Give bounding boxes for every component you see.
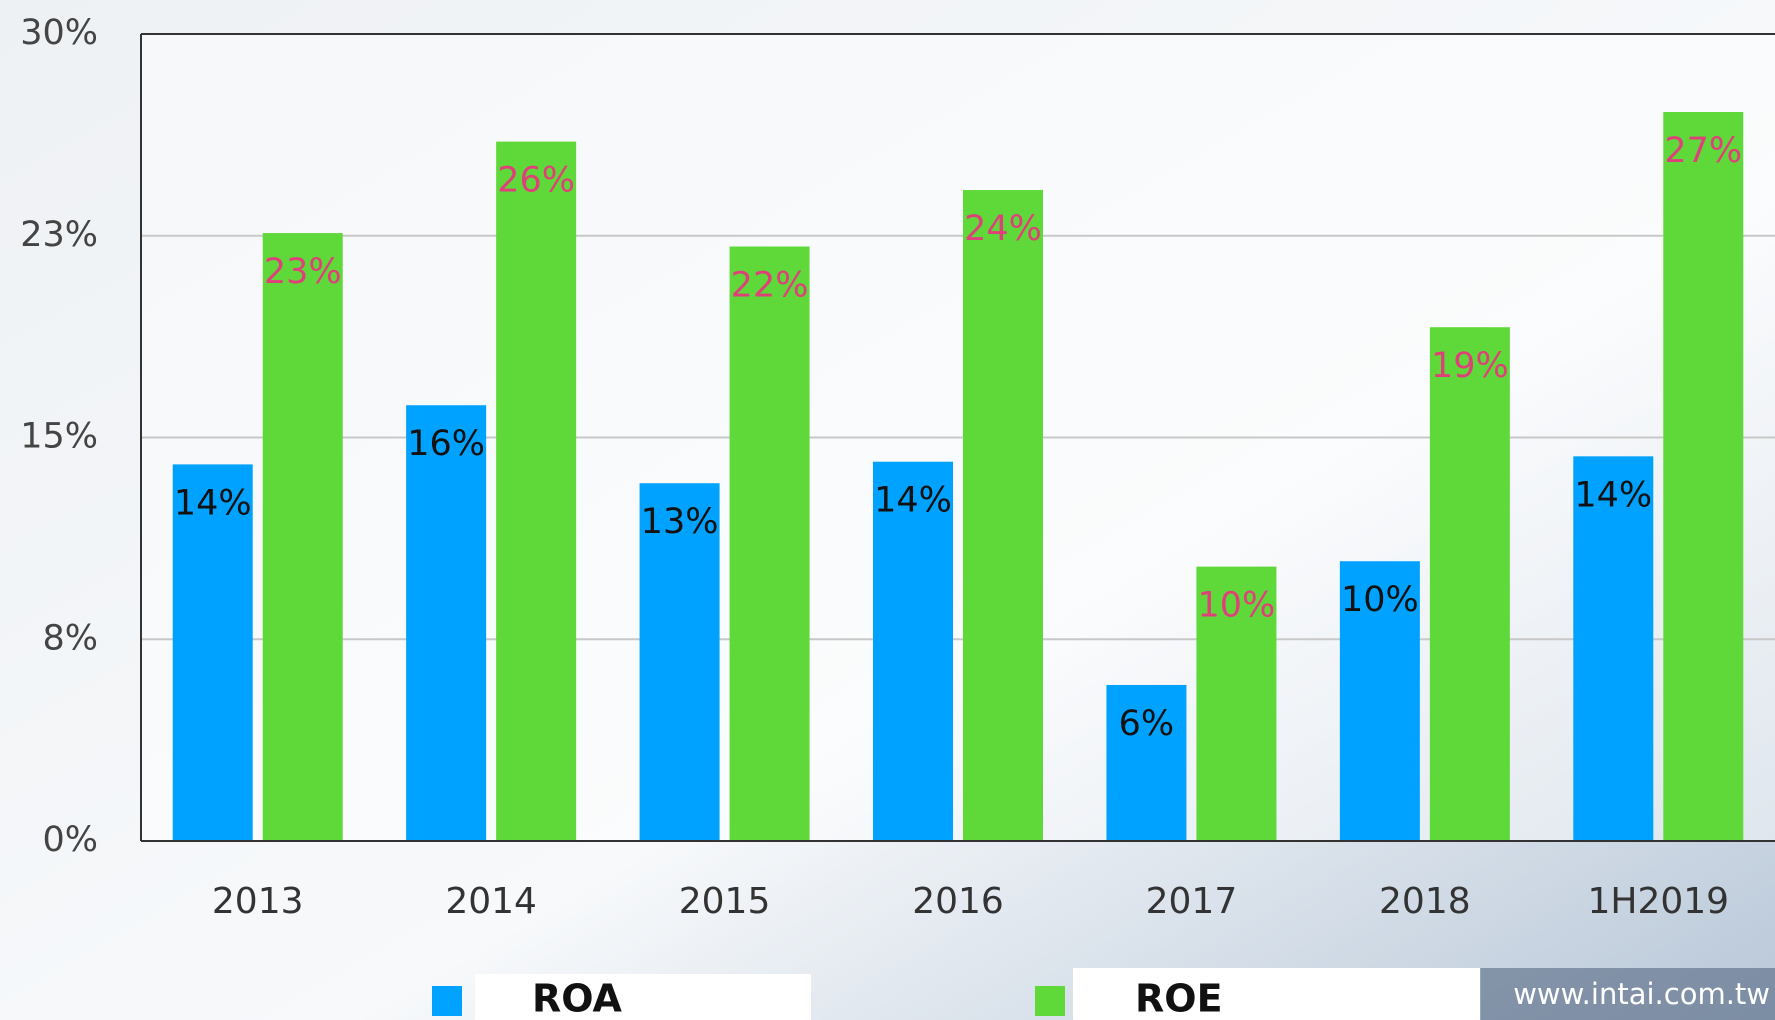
value-label: 22% bbox=[731, 266, 809, 306]
bar bbox=[1106, 684, 1187, 841]
bar bbox=[1196, 566, 1277, 841]
y-tick-label: 23% bbox=[20, 215, 98, 255]
x-tick-label: 2013 bbox=[212, 881, 304, 922]
value-label: 24% bbox=[964, 209, 1042, 249]
x-tick-label: 2016 bbox=[912, 881, 1004, 922]
bar bbox=[1339, 561, 1420, 841]
bar bbox=[873, 461, 953, 841]
x-tick-label: 2017 bbox=[1146, 881, 1238, 922]
bar bbox=[406, 405, 487, 841]
value-label: 19% bbox=[1431, 346, 1509, 386]
legend-box bbox=[475, 974, 811, 1020]
y-tick-label: 8% bbox=[42, 618, 98, 658]
y-tick-label: 30% bbox=[20, 13, 98, 53]
bar bbox=[1573, 456, 1654, 841]
value-label: 10% bbox=[1198, 586, 1276, 626]
value-label: 6% bbox=[1119, 704, 1175, 744]
legend-box bbox=[1073, 968, 1481, 1020]
value-label: 14% bbox=[874, 481, 952, 521]
value-label: 14% bbox=[1574, 475, 1652, 515]
value-label: 13% bbox=[641, 502, 719, 542]
bar bbox=[1663, 112, 1744, 841]
bar bbox=[172, 464, 253, 841]
footer-url: www.intai.com.tw bbox=[1513, 977, 1770, 1011]
bar bbox=[1429, 327, 1510, 842]
x-tick-label: 2014 bbox=[445, 881, 537, 922]
bars: 14% 23% 16% 26% 13% 22% 14% 24% 6% 10% 10% 19% 14% 27… bbox=[172, 112, 1744, 842]
x-tick-label: 2015 bbox=[679, 881, 771, 922]
legend-label: ROE bbox=[1135, 977, 1223, 1020]
bar bbox=[963, 190, 1043, 841]
bar bbox=[262, 233, 343, 841]
footer-band bbox=[1480, 968, 1775, 1020]
legend-swatch bbox=[1035, 986, 1065, 1016]
bar bbox=[729, 246, 810, 841]
value-label: 23% bbox=[264, 252, 342, 292]
legend-swatch bbox=[432, 986, 462, 1016]
value-label: 27% bbox=[1664, 131, 1742, 171]
value-label: 14% bbox=[174, 483, 252, 523]
x-tick-label: 1H2019 bbox=[1587, 881, 1729, 922]
y-tick-label: 15% bbox=[20, 417, 98, 457]
y-tick-label: 0% bbox=[42, 820, 98, 860]
value-label: 10% bbox=[1341, 580, 1419, 620]
x-tick-label: 2018 bbox=[1379, 881, 1471, 922]
bar bbox=[496, 141, 577, 842]
value-label: 16% bbox=[407, 424, 485, 464]
legend: ROA ROE bbox=[432, 968, 1481, 1020]
value-label: 26% bbox=[497, 161, 575, 201]
bar bbox=[639, 483, 720, 841]
legend-label: ROA bbox=[532, 977, 623, 1020]
